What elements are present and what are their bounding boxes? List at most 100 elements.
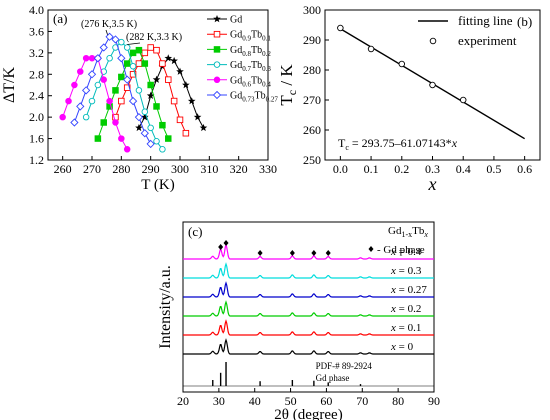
panel-a-point [87, 70, 97, 79]
panel-a-point [100, 119, 107, 126]
panel-a-point [135, 123, 143, 132]
panel-b-xtick-label: 0.1 [364, 162, 379, 176]
panel-a-series [70, 32, 155, 149]
panel-a-point [141, 49, 149, 57]
panel-a-point [88, 97, 96, 105]
panel-a-point [105, 32, 114, 41]
panel-a-point [123, 75, 132, 84]
panel-a-point [123, 44, 131, 51]
panel-a-legend-marker [213, 15, 221, 23]
panel-c-legend-marker [368, 246, 374, 252]
panel-a-point [146, 139, 155, 149]
panel-a-ytick-label: 1.2 [29, 153, 44, 167]
panel-c-xtick-label: 50 [285, 394, 297, 408]
panel-a-point [118, 135, 125, 142]
panel-b-xtick-label: 0.4 [456, 162, 471, 176]
panel-a-ytick-label: 2.0 [29, 110, 44, 124]
panel-c-xtick-label: 30 [213, 394, 225, 408]
panel-a-point [117, 54, 126, 63]
panel-c-series-label: x = 0.4 [390, 246, 422, 258]
panel-a-xtick-label: 320 [230, 162, 248, 176]
panel-c-peak-marker [257, 250, 263, 256]
panel-a-point [147, 81, 154, 89]
panel-c-series [183, 262, 434, 279]
panel-c-legend-entry: - Gd phase [377, 244, 425, 256]
panel-c-xlabel: 2θ (degree) [274, 407, 342, 420]
panel-a-point [94, 135, 102, 142]
panel-a-point [135, 46, 143, 54]
panel-a-point [70, 118, 79, 127]
panel-a-legend-entry: Gd0.9Tb0.1 [230, 30, 271, 43]
panel-c-series [183, 243, 434, 260]
panel-a-xtick-label: 300 [171, 162, 189, 176]
panel-a-point [99, 43, 108, 52]
panel-b-ytick-label: 300 [303, 3, 321, 17]
panel-b-ytick-label: 260 [303, 123, 321, 137]
panel-a-point [106, 54, 113, 62]
panel-b-xtick-label: 0.2 [394, 162, 409, 176]
panel-a-ytick-label: 4.0 [29, 3, 44, 17]
panel-c-peak-marker [223, 240, 229, 246]
panel-c-peak-marker [325, 250, 331, 256]
panel-a-point [111, 35, 120, 44]
panel-a-legend-entry: Gd0.8Tb0.2 [230, 45, 271, 58]
panel-b-ytick-label: 290 [303, 33, 321, 47]
panel-c-peak-marker [218, 244, 224, 250]
panel-a-point [128, 96, 138, 106]
panel-c-series-line [183, 319, 434, 336]
panel-c-xtick-label: 20 [177, 394, 189, 408]
panel-c-series-line [183, 300, 434, 317]
panel-c-series-label: x = 0.1 [390, 322, 421, 334]
panel-c-ref-label: Gd phase [316, 373, 350, 383]
panel-a-legend-entry: Gd [230, 15, 242, 26]
panel-a-legend-marker [213, 30, 221, 38]
panel-c-label: (c) [188, 224, 202, 239]
panel-b-experiment-point [398, 60, 406, 68]
panel-a-point [146, 91, 155, 99]
panel-a-label: (a) [53, 11, 67, 26]
panel-a-point [140, 129, 149, 138]
panel-a-point [147, 44, 154, 51]
panel-a-point [193, 113, 202, 121]
panel-a-ytick-label: 2.8 [29, 67, 44, 81]
panel-a-point [170, 97, 178, 105]
panel-c-series [183, 319, 434, 336]
panel-c-frame [182, 221, 435, 393]
panel-a-point [76, 102, 85, 111]
panel-a-point [153, 103, 160, 110]
panel-a-series-line [138, 57, 204, 129]
panel-a-point [118, 38, 125, 46]
panel-a-point [147, 124, 154, 132]
panel-a-point [123, 84, 131, 91]
panel-c-series-label: x = 0.27 [390, 284, 427, 296]
panel-b-xlabel: x [428, 174, 437, 194]
panel-a-xtick-label: 260 [54, 162, 72, 176]
panel-a-legend-marker [213, 46, 221, 53]
panel-b-equation: Tc = 293.75–61.07143*x [338, 136, 458, 152]
panel-a-ytick-label: 2.4 [29, 89, 44, 103]
panel-a-legend-entry: Gd0.6Tb0.4 [230, 75, 271, 88]
panel-b-experiment-point [337, 24, 344, 32]
panel-a-point [153, 46, 160, 54]
panel-c-series-label: x = 0 [390, 341, 414, 353]
panel-a-xtick-label: 310 [200, 162, 218, 176]
panel-a-point [182, 129, 190, 137]
panel-a-point [134, 113, 144, 122]
panel-a-xtick-label: 280 [112, 162, 130, 176]
panel-a-point [165, 76, 172, 83]
panel-a-point [135, 87, 143, 94]
panel-b-legend-marker [429, 37, 437, 45]
panel-b-xtick-label: 0.5 [486, 162, 501, 176]
panel-b-experiment-point [429, 81, 436, 89]
panel-b-label: (b) [517, 14, 532, 29]
panel-b-legend-entry: experiment [458, 33, 517, 48]
panel-a-point [129, 71, 137, 78]
panel-b-ytick-label: 270 [303, 93, 321, 107]
panel-a-point [71, 81, 78, 89]
panel-a-point [65, 97, 72, 105]
panel-b-ytick-label: 280 [303, 63, 321, 77]
panel-a-point [141, 60, 149, 67]
panel-a-xtick-label: 270 [83, 162, 101, 176]
panel-a-point [159, 121, 166, 129]
